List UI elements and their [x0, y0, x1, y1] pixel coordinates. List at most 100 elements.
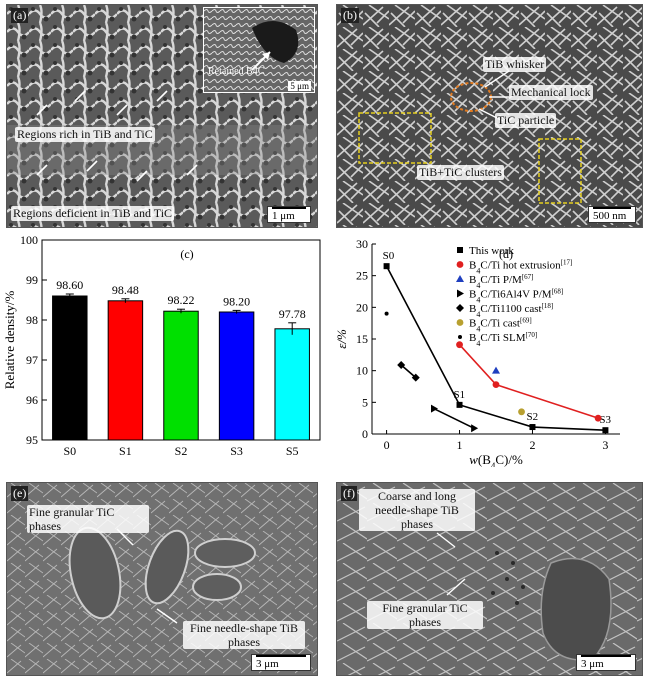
legend-entry: B4C/Ti6Al4V P/M[68] [469, 288, 563, 305]
bar-s0 [52, 295, 88, 441]
bar-s2 [163, 310, 199, 441]
label-whisker: TiB whisker [483, 57, 547, 72]
panel-e: (e) Fine granular TiC phases Fine needle… [6, 482, 318, 676]
y-tick-label-c: 98 [26, 313, 38, 327]
data-point [492, 381, 500, 388]
panel-f-letter: (f) [341, 486, 357, 501]
scale-bar-a: 1 μm [267, 206, 311, 223]
y-tick-label-d: 20 [356, 300, 368, 314]
point-label: S1 [454, 389, 466, 401]
x-tick-label-d: 1 [457, 438, 463, 452]
scale-bar-f: 3 μm [576, 654, 636, 671]
legend-marker [458, 335, 462, 339]
value-label-s2: 98.22 [168, 293, 195, 307]
panel-b-letter: (b) [341, 8, 359, 23]
data-point [397, 360, 406, 369]
series-line-4 [400, 364, 417, 379]
legend-entry: B4C/Ti1100 cast[18] [469, 302, 553, 319]
bar-s1 [107, 300, 144, 441]
y-tick-label-d: 0 [362, 427, 368, 441]
panel-a-letter: (a) [11, 8, 29, 23]
data-point [384, 311, 389, 316]
data-point [411, 373, 420, 382]
x-tick-label-d: 0 [384, 438, 390, 452]
data-point [594, 414, 602, 422]
y-tick-label-c: 96 [26, 393, 38, 407]
bar-s3 [218, 311, 255, 441]
density-bar-chart: 95 96 97 98 99 100 Relative density/% (c) 98.60… [2, 233, 321, 458]
y-tick-label-d: 30 [356, 237, 368, 251]
inset-scale: 5 μm [288, 81, 311, 91]
data-point [518, 408, 525, 416]
value-label-s1: 98.48 [112, 283, 139, 297]
x-tick-label-s5: S5 [286, 444, 299, 458]
label-f-tic: Fine granular TiC phases [367, 601, 483, 629]
value-label-s3: 98.20 [223, 294, 250, 308]
label-clusters: TiB+TiC clusters [417, 165, 504, 180]
scale-bar-e: 3 μm [251, 654, 311, 671]
label-deficient: Regions deficient in TiB and TiC [11, 206, 175, 221]
y-tick-label-d: 5 [362, 395, 368, 409]
legend-entry: B4C/Ti hot extrusion[17] [469, 259, 572, 276]
y-tick-label-c: 100 [20, 233, 38, 247]
y-axis-label-d: ε/% [334, 329, 349, 349]
x-tick-label-s0: S0 [63, 444, 76, 458]
legend-entry: B4C/Ti P/M[67] [469, 273, 534, 290]
panel-b-micrograph [337, 5, 642, 227]
value-label-s0: 98.60 [56, 278, 83, 292]
label-e-tic: Fine granular TiC phases [27, 505, 149, 533]
panel-a-arrows [36, 90, 198, 182]
y-tick-label-d: 10 [356, 364, 368, 378]
series-line-3 [433, 407, 475, 430]
series-1 [456, 341, 602, 422]
panel-e-letter: (e) [11, 486, 29, 501]
y-tick-label-d: 25 [356, 269, 368, 283]
value-label-s5: 97.78 [279, 307, 306, 321]
series-6 [384, 311, 389, 316]
inset-label: Retained B4C [208, 66, 265, 77]
x-tick-label-s2: S2 [175, 444, 188, 458]
panel-b: (b) TiB whisker Mechanical lock TiC part… [336, 4, 643, 228]
series-2 [492, 366, 500, 374]
y-tick-label-d: 15 [356, 332, 368, 346]
legend-entry: B4C/Ti cast[69] [469, 317, 532, 334]
panel-c-letter: (c) [180, 247, 193, 261]
data-point [456, 341, 463, 349]
x-tick-label-s1: S1 [119, 444, 132, 458]
series-line-1 [458, 344, 599, 419]
series-line-0 [385, 265, 606, 431]
scale-bar-b: 500 nm [588, 206, 636, 223]
y-axis-label-c: Relative density/% [2, 291, 17, 390]
y-tick-label-c: 99 [26, 273, 38, 287]
legend-marker [457, 289, 464, 298]
data-point [492, 366, 500, 374]
data-point [602, 427, 609, 434]
point-label: S3 [599, 414, 611, 426]
legend-marker [456, 304, 464, 312]
data-point [383, 263, 390, 270]
label-lock: Mechanical lock [509, 85, 593, 100]
panel-a: (a) Retained B4C 5 μm Regions rich in Ti… [6, 4, 318, 228]
y-tick-label-c: 97 [26, 353, 38, 367]
legend-marker [457, 247, 463, 253]
label-f-tib: Coarse and long needle-shape TiB phases [359, 489, 475, 531]
data-point [529, 424, 536, 431]
legend-marker [456, 319, 464, 326]
data-point [456, 401, 463, 408]
series-5 [518, 408, 525, 416]
data-point [471, 424, 479, 433]
legend-marker [456, 275, 464, 282]
legend-marker [456, 261, 464, 268]
label-rich: Regions rich in TiB and TiC [15, 127, 155, 142]
data-point [431, 404, 438, 413]
y-tick-label-c: 95 [26, 433, 38, 447]
series-0: S0 S1 S2 S3 [383, 250, 612, 434]
point-label: S2 [526, 411, 538, 423]
bar-s5 [274, 328, 310, 441]
panel-d-letter: (d) [499, 247, 513, 261]
panel-a-inset: Retained B4C 5 μm [203, 7, 315, 93]
x-tick-label-s3: S3 [230, 444, 243, 458]
point-label: S0 [383, 250, 395, 262]
x-axis-label-d: w(B4C)/% [469, 452, 523, 467]
